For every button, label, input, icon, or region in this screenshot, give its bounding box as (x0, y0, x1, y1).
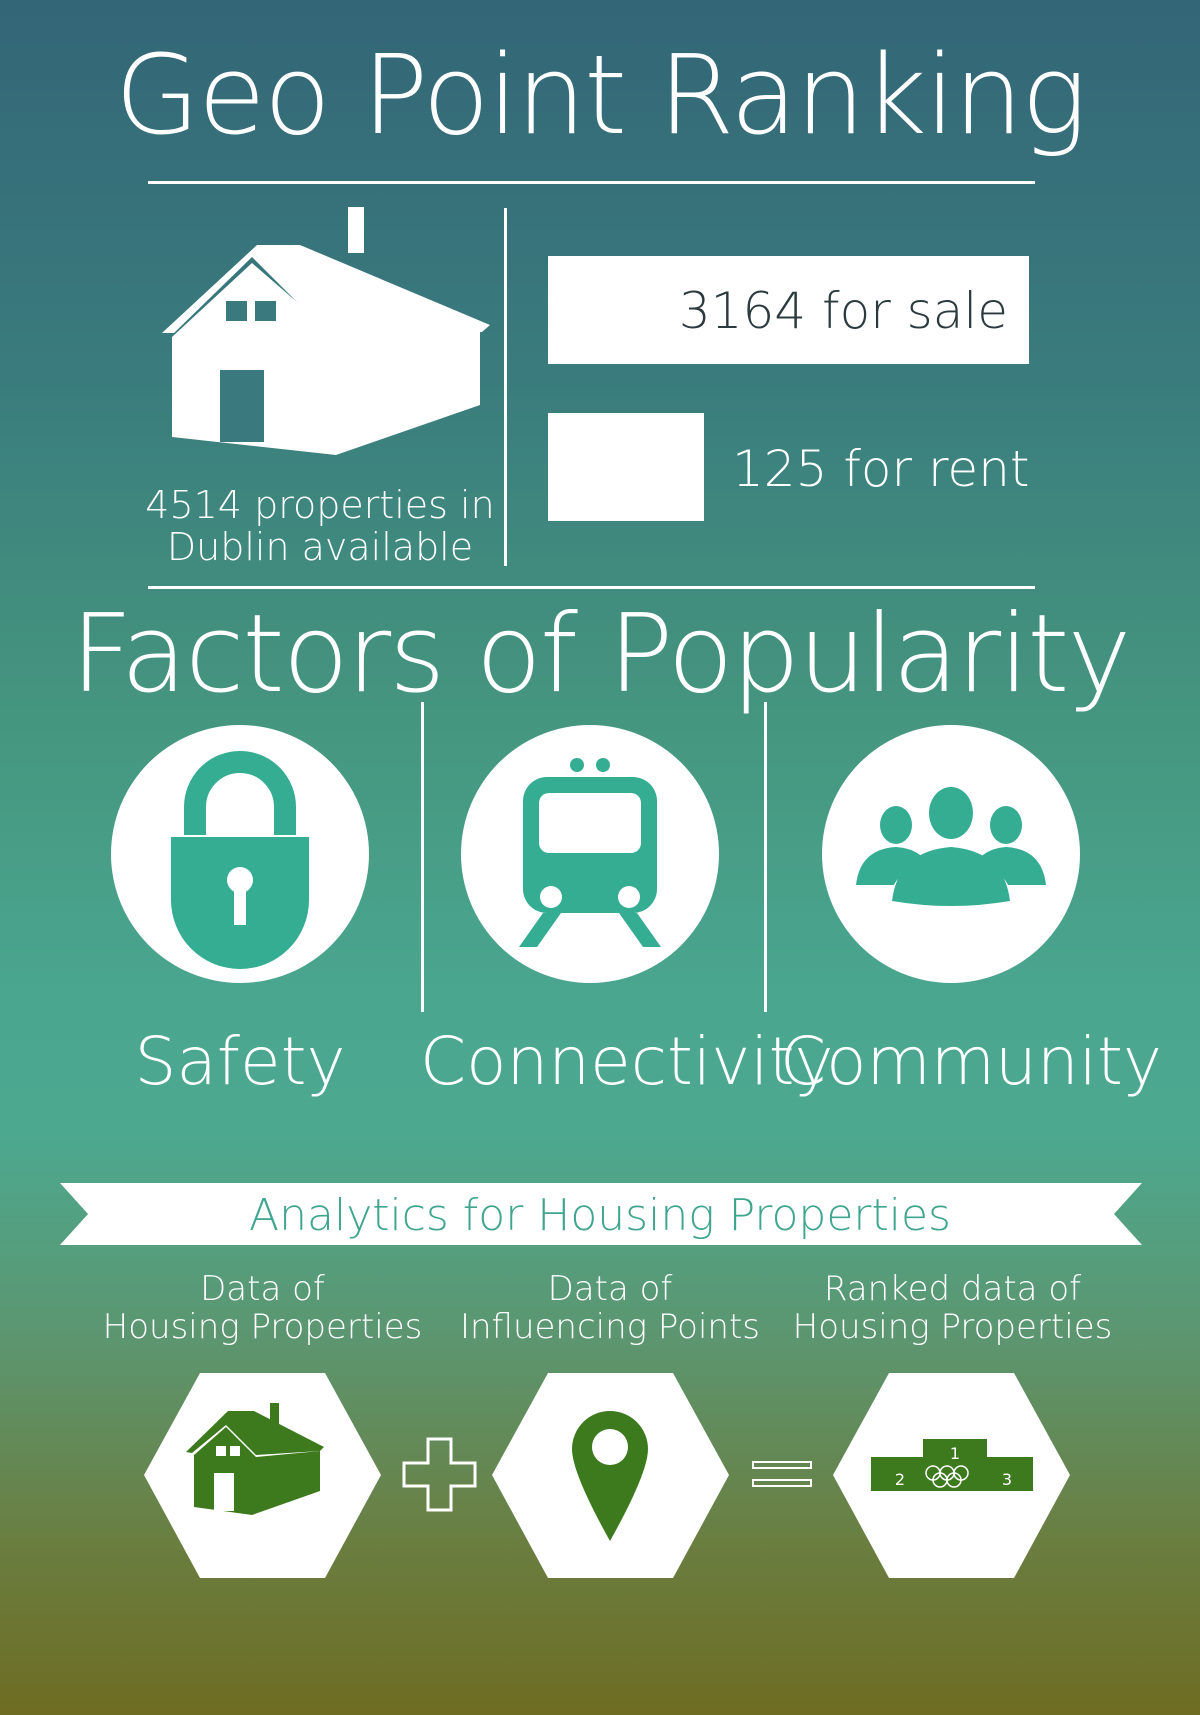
podium-first: 1 (950, 1444, 960, 1463)
step-label-housing: Data of Housing Properties (100, 1270, 425, 1346)
step-label-ranked: Ranked data of Housing Properties (790, 1270, 1115, 1346)
for-sale-bar (548, 256, 1029, 364)
factor-label-connectivity: Connectivity (420, 1023, 834, 1100)
factors-heading: Factors of Popularity (70, 592, 1132, 717)
analytics-banner (60, 1183, 1142, 1245)
factor-divider-2 (764, 702, 767, 1012)
properties-caption: 4514 properties in Dublin available (140, 484, 500, 568)
step-label-influencing: Data of Influencing Points (450, 1270, 770, 1346)
step-label-ranked-line2: Housing Properties (792, 1307, 1113, 1347)
map-pin-icon (572, 1411, 648, 1541)
olympic-rings-icon (925, 1465, 969, 1488)
step-label-influencing-line2: Influencing Points (459, 1307, 761, 1347)
step-label-housing-line2: Housing Properties (102, 1307, 423, 1347)
people-group-icon (856, 787, 1046, 906)
house-icon (160, 205, 495, 460)
safety-circle (111, 725, 369, 983)
housing-data-hexagon (144, 1373, 381, 1578)
podium-third: 3 (1002, 1470, 1012, 1489)
ranked-data-hexagon: 1 2 3 (833, 1373, 1070, 1578)
house-icon (186, 1403, 324, 1515)
podium-icon: 1 2 3 (871, 1439, 1033, 1491)
properties-caption-line2: Dublin available (166, 525, 474, 569)
factor-label-community: Community (780, 1023, 1162, 1100)
factor-label-safety: Safety (134, 1023, 346, 1100)
for-sale-label: 3164 for sale (678, 282, 1008, 340)
step-label-housing-line1: Data of (200, 1269, 325, 1309)
properties-caption-line1: 4514 properties in (145, 483, 495, 527)
step-label-ranked-line1: Ranked data of (823, 1269, 1082, 1309)
for-rent-bar (548, 413, 704, 521)
for-rent-label: 125 for rent (732, 440, 1030, 498)
summary-bottom-divider (148, 586, 1035, 589)
podium-second: 2 (895, 1470, 905, 1489)
plus-icon (402, 1437, 477, 1512)
factor-divider-1 (421, 702, 424, 1012)
title-divider (148, 181, 1035, 184)
summary-divider (504, 208, 507, 566)
analytics-banner-text: Analytics for Housing Properties (249, 1190, 951, 1241)
step-label-influencing-line1: Data of (547, 1269, 673, 1309)
page-title: Geo Point Ranking (114, 31, 1087, 159)
padlock-icon (171, 751, 309, 969)
influencing-points-hexagon (492, 1373, 729, 1578)
connectivity-circle (461, 725, 719, 983)
community-circle (822, 725, 1080, 983)
train-icon (519, 758, 661, 947)
equals-icon (752, 1460, 812, 1488)
